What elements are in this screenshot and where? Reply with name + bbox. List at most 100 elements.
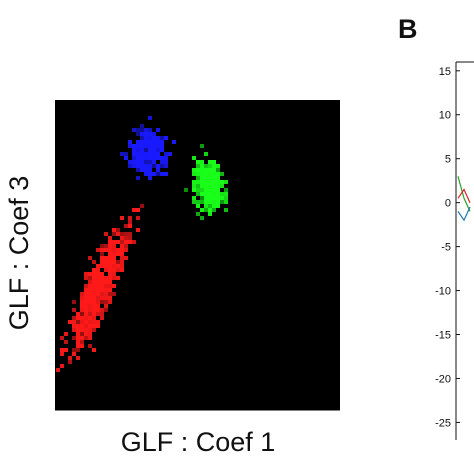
cluster-point xyxy=(108,288,112,292)
cluster-point xyxy=(96,300,100,304)
cluster-point xyxy=(152,156,156,160)
cluster-point xyxy=(164,160,168,164)
cluster-point xyxy=(108,236,112,240)
cluster-point xyxy=(196,204,200,208)
cluster-point xyxy=(132,160,136,164)
cluster-point xyxy=(220,172,224,176)
cluster-point xyxy=(96,264,100,268)
cluster-point xyxy=(92,260,96,264)
cluster-point xyxy=(92,276,96,280)
cluster-point xyxy=(88,284,92,288)
cluster-point xyxy=(120,216,124,220)
cluster-point xyxy=(92,296,96,300)
cluster-point xyxy=(136,128,140,132)
cluster-point xyxy=(84,292,88,296)
cluster-point xyxy=(100,272,104,276)
cluster-point xyxy=(92,320,96,324)
cluster-point xyxy=(140,140,144,144)
cluster-point xyxy=(156,136,160,140)
cluster-point xyxy=(104,304,108,308)
cluster-point xyxy=(108,296,112,300)
cluster-point xyxy=(164,156,168,160)
cluster-point xyxy=(128,164,132,168)
cluster-point xyxy=(152,160,156,164)
cluster-point xyxy=(120,240,124,244)
cluster-point xyxy=(116,240,120,244)
cluster-point xyxy=(204,172,208,176)
cluster-point xyxy=(80,320,84,324)
cluster-point xyxy=(220,192,224,196)
cluster-point xyxy=(204,204,208,208)
cluster-point xyxy=(104,268,108,272)
cluster-point xyxy=(124,236,128,240)
cluster-point xyxy=(88,312,92,316)
cluster-point xyxy=(96,304,100,308)
cluster-point xyxy=(208,168,212,172)
panel-b-y-tick-label: -10 xyxy=(435,286,451,298)
cluster-point xyxy=(92,316,96,320)
cluster-point xyxy=(80,296,84,300)
panel-b-y-ticks: 15 10 5 0 -5 -10 -15 -20 -25 xyxy=(435,66,460,429)
cluster-point xyxy=(148,132,152,136)
cluster-point xyxy=(64,348,68,352)
cluster-point xyxy=(224,200,228,204)
cluster-point xyxy=(88,272,92,276)
cluster-point xyxy=(140,136,144,140)
cluster-point xyxy=(212,200,216,204)
cluster-point xyxy=(132,156,136,160)
cluster-point xyxy=(76,336,80,340)
cluster-point xyxy=(112,276,116,280)
cluster-point xyxy=(92,324,96,328)
panel-b-y-tick-label: -20 xyxy=(435,373,451,385)
cluster-point xyxy=(76,332,80,336)
panel-b-y-tick-label: 5 xyxy=(445,154,451,166)
cluster-point xyxy=(128,232,132,236)
cluster-point xyxy=(124,152,128,156)
cluster-point xyxy=(88,256,92,260)
cluster-point xyxy=(140,156,144,160)
cluster-point xyxy=(208,164,212,168)
cluster-point xyxy=(156,156,160,160)
cluster-point xyxy=(100,252,104,256)
cluster-point xyxy=(148,160,152,164)
cluster-point xyxy=(192,172,196,176)
cluster-point xyxy=(212,176,216,180)
cluster-point xyxy=(204,180,208,184)
cluster-point xyxy=(212,208,216,212)
cluster-point xyxy=(200,176,204,180)
cluster-point xyxy=(88,308,92,312)
cluster-point xyxy=(200,192,204,196)
cluster-point xyxy=(148,136,152,140)
cluster-point xyxy=(88,324,92,328)
cluster-point xyxy=(132,152,136,156)
cluster-point xyxy=(104,300,108,304)
cluster-point xyxy=(104,280,108,284)
cluster-point xyxy=(100,264,104,268)
cluster-point xyxy=(96,312,100,316)
cluster-point xyxy=(96,324,100,328)
cluster-point xyxy=(144,172,148,176)
cluster-point xyxy=(96,248,100,252)
cluster-point xyxy=(196,168,200,172)
cluster-point xyxy=(152,144,156,148)
cluster-point xyxy=(92,308,96,312)
cluster-point xyxy=(220,180,224,184)
cluster-point xyxy=(216,164,220,168)
cluster-point xyxy=(64,340,68,344)
cluster-point xyxy=(80,312,84,316)
cluster-point xyxy=(212,188,216,192)
cluster-point xyxy=(92,304,96,308)
cluster-point xyxy=(160,144,164,148)
cluster-point xyxy=(104,292,108,296)
cluster-blue xyxy=(120,116,176,180)
cluster-point xyxy=(140,204,144,208)
cluster-point xyxy=(144,136,148,140)
cluster-point xyxy=(200,172,204,176)
cluster-point xyxy=(208,176,212,180)
cluster-point xyxy=(208,184,212,188)
cluster-point xyxy=(80,344,84,348)
cluster-point xyxy=(84,320,88,324)
cluster-point xyxy=(196,184,200,188)
cluster-point xyxy=(112,248,116,252)
